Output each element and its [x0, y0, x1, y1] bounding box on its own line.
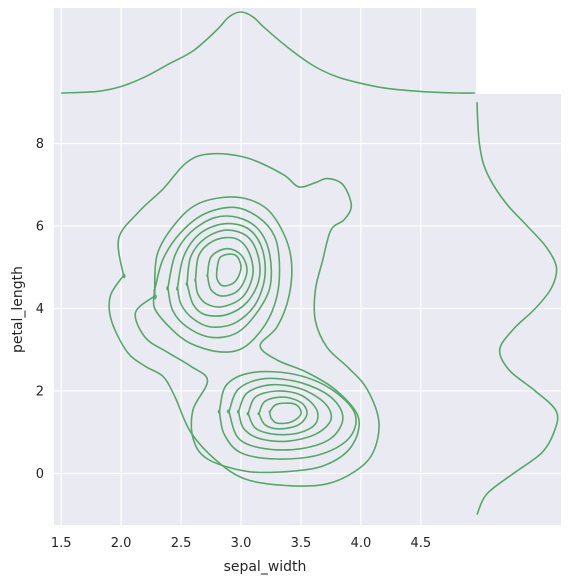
- marginal-x-kde-panel: [54, 8, 476, 94]
- y-tick-label: 8: [36, 137, 44, 152]
- kde-contour-level-5: [236, 383, 333, 443]
- x-tick-label: 2.5: [171, 536, 192, 551]
- x-tick-label: 4.0: [351, 536, 372, 551]
- kde-contour-level-6: [185, 229, 261, 317]
- kde-contour-level-8: [268, 402, 302, 425]
- x-axis-label: sepal_width: [224, 559, 307, 575]
- y-axis-label: petal_length: [10, 266, 26, 353]
- kde-contour-level-5: [176, 222, 267, 328]
- marginal-y-kde-panel: [476, 94, 561, 525]
- y-tick-label: 4: [36, 302, 44, 317]
- kde-contour-level-3: [217, 370, 357, 460]
- marginal-x-kde-line: [61, 11, 475, 94]
- kde-contour-level-4: [227, 377, 344, 451]
- y-tick-label: 6: [36, 219, 44, 234]
- kde-contour-level-1: [108, 152, 380, 487]
- x-tick-label: 3.0: [231, 536, 252, 551]
- x-tick-label: 4.5: [411, 536, 432, 551]
- y-tick-label: 2: [36, 384, 44, 399]
- kde-contour-level-7: [257, 396, 308, 430]
- kde-contour-level-8: [206, 247, 248, 297]
- kde-contour-level-7: [194, 236, 254, 308]
- x-tick-label: 3.5: [291, 536, 312, 551]
- marginal-x-background: [54, 8, 476, 94]
- x-tick-label: 1.5: [51, 536, 72, 551]
- kde-contour-level-4: [166, 215, 273, 339]
- kde-contour-level-6: [246, 390, 319, 436]
- marginal-y-background: [476, 94, 561, 525]
- joint-kde-panel: 1.5 2.0 2.5 3.0 3.5 4.0 4.5 0 2 4 6 8: [36, 94, 476, 551]
- y-tick-label: 0: [36, 467, 44, 482]
- kde-contour-level-2: [134, 196, 360, 474]
- marginal-y-kde-line: [476, 102, 559, 516]
- kde-contour-level-3: [152, 206, 281, 353]
- joint-background: [54, 94, 476, 525]
- x-tick-label: 2.0: [111, 536, 132, 551]
- kde-contour-level-9: [215, 253, 242, 287]
